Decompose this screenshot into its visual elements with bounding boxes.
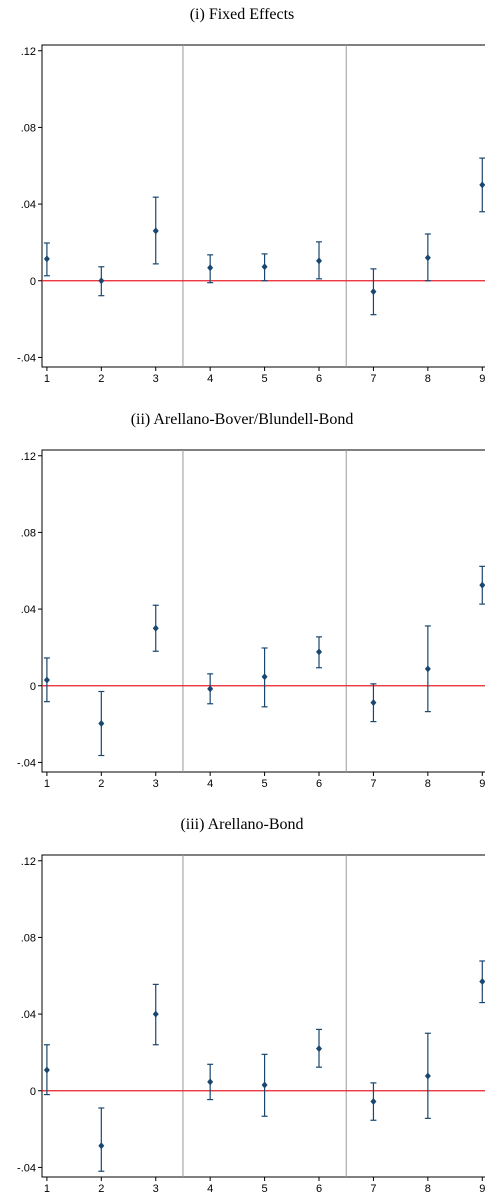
point-estimate xyxy=(98,720,105,728)
point-estimate xyxy=(152,227,159,235)
point-estimate xyxy=(207,264,214,272)
point-estimate xyxy=(479,181,485,189)
x-tick-label: 5 xyxy=(262,373,268,385)
x-tick-label: 6 xyxy=(316,1183,322,1195)
point-estimate xyxy=(152,1010,159,1018)
x-tick-label: 5 xyxy=(262,778,268,790)
point-estimate xyxy=(261,263,268,271)
point-estimate xyxy=(261,673,268,681)
point-estimate xyxy=(370,288,377,296)
point-estimate xyxy=(424,254,431,262)
y-tick-label: -.04 xyxy=(17,1162,36,1174)
plot-frame xyxy=(41,44,485,368)
x-tick-label: 7 xyxy=(370,373,376,385)
x-tick-label: 7 xyxy=(370,1183,376,1195)
point-estimate xyxy=(424,665,431,673)
point-estimate xyxy=(152,624,159,632)
panel-title: (iii) Arellano-Bond xyxy=(180,816,303,833)
x-tick-label: 4 xyxy=(207,778,213,790)
x-tick-label: 3 xyxy=(153,373,159,385)
x-tick-label: 9 xyxy=(479,373,485,385)
point-estimate xyxy=(43,1066,50,1074)
point-estimate xyxy=(207,685,214,693)
point-estimate xyxy=(424,1072,431,1080)
point-estimate xyxy=(43,255,50,263)
point-estimate xyxy=(479,581,485,589)
x-tick-label: 7 xyxy=(370,778,376,790)
y-tick-label: 0 xyxy=(30,681,36,693)
y-tick-label: -.04 xyxy=(17,757,36,769)
x-tick-label: 4 xyxy=(207,373,213,385)
y-tick-label: .08 xyxy=(21,122,36,134)
y-tick-label: .08 xyxy=(21,527,36,539)
x-tick-label: 4 xyxy=(207,1183,213,1195)
x-tick-label: 9 xyxy=(479,1183,485,1195)
point-estimate xyxy=(98,277,105,285)
point-estimate xyxy=(316,1045,323,1053)
x-tick-label: 5 xyxy=(262,1183,268,1195)
y-tick-label: .12 xyxy=(21,856,36,868)
x-tick-label: 6 xyxy=(316,778,322,790)
x-tick-label: 1 xyxy=(44,373,50,385)
plot-frame xyxy=(41,449,485,773)
point-estimate xyxy=(370,699,377,707)
y-tick-label: .12 xyxy=(21,46,36,58)
x-tick-label: 9 xyxy=(479,778,485,790)
panel-title: (i) Fixed Effects xyxy=(190,6,295,23)
x-tick-label: 8 xyxy=(425,778,431,790)
x-tick-label: 2 xyxy=(98,1183,104,1195)
y-tick-label: .12 xyxy=(21,451,36,463)
x-tick-label: 8 xyxy=(425,373,431,385)
y-tick-label: 0 xyxy=(30,276,36,288)
point-estimate xyxy=(370,1097,377,1105)
y-tick-label: .04 xyxy=(21,199,36,211)
point-estimate xyxy=(43,676,50,684)
x-tick-label: 1 xyxy=(44,1183,50,1195)
point-estimate xyxy=(316,257,323,265)
x-tick-label: 3 xyxy=(153,1183,159,1195)
x-tick-label: 1 xyxy=(44,778,50,790)
y-tick-label: 0 xyxy=(30,1086,36,1098)
y-tick-label: .04 xyxy=(21,1009,36,1021)
x-tick-label: 8 xyxy=(425,1183,431,1195)
point-estimate xyxy=(479,978,485,985)
point-estimate xyxy=(207,1078,214,1086)
point-estimate xyxy=(98,1142,105,1150)
y-tick-label: -.04 xyxy=(17,352,36,364)
panel-title: (ii) Arellano-Bover/Blundell-Bond xyxy=(131,411,354,428)
y-tick-label: .08 xyxy=(21,932,36,944)
x-tick-label: 6 xyxy=(316,373,322,385)
y-tick-label: .04 xyxy=(21,604,36,616)
x-tick-label: 3 xyxy=(153,778,159,790)
x-tick-label: 2 xyxy=(98,373,104,385)
plot-frame xyxy=(41,854,485,1178)
x-tick-label: 2 xyxy=(98,778,104,790)
point-estimate xyxy=(261,1081,268,1089)
point-estimate xyxy=(316,648,323,656)
